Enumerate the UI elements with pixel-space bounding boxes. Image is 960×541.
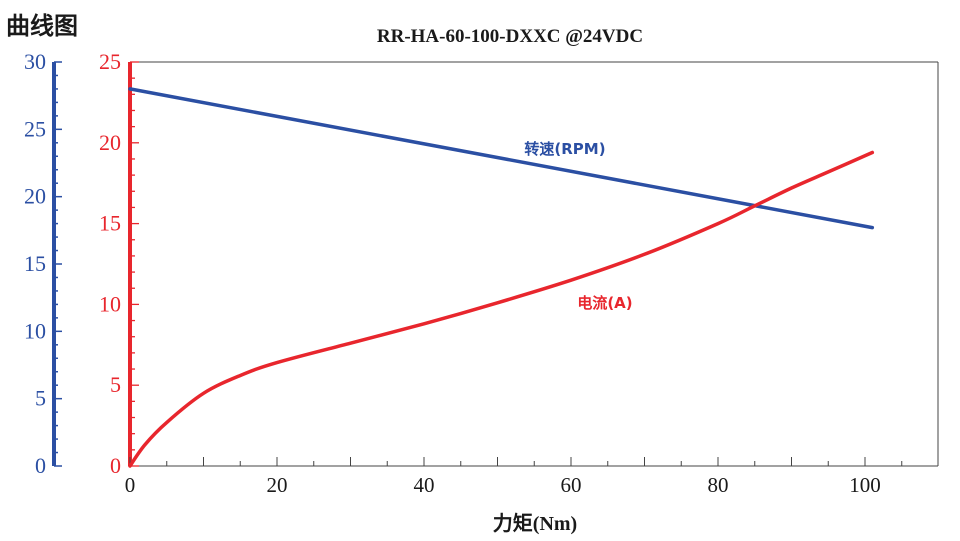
y-axis-current-tick-label: 25	[99, 49, 121, 74]
x-axis-tick-label: 100	[849, 473, 881, 497]
x-axis-tick-label: 0	[125, 473, 136, 497]
y-axis-rpm-tick-label: 20	[24, 184, 46, 209]
y-axis-rpm-tick-label: 25	[24, 116, 46, 141]
series-line-current	[128, 150, 875, 468]
y-axis-rpm-tick-label: 5	[35, 386, 46, 411]
series-line-rpm	[128, 87, 875, 230]
x-axis-tick-label: 20	[267, 473, 288, 497]
y-axis-current-tick-label: 5	[110, 372, 121, 397]
series-label-rpm: 转速(RPM)	[524, 140, 605, 158]
y-axis-rpm-tick-label: 30	[24, 49, 46, 74]
y-axis-current-tick-label: 10	[99, 291, 121, 316]
y-axis-rpm-tick-label: 0	[35, 453, 46, 478]
chart-title: RR-HA-60-100-DXXC @24VDC	[377, 26, 643, 47]
series-label-current: 电流(A)	[577, 294, 632, 312]
x-axis-tick-label: 60	[561, 473, 582, 497]
y-axis-rpm-tick-label: 15	[24, 251, 46, 276]
x-axis-tick-label: 80	[708, 473, 729, 497]
x-axis-tick-label: 40	[414, 473, 435, 497]
page-label: 曲线图	[6, 12, 78, 40]
y-axis-current-tick-label: 0	[110, 453, 121, 478]
x-axis-label: 力矩(Nm)	[493, 511, 577, 535]
y-axis-current-tick-label: 15	[99, 211, 121, 236]
y-axis-current-tick-label: 20	[99, 130, 121, 155]
y-axis-rpm-tick-label: 10	[24, 318, 46, 343]
